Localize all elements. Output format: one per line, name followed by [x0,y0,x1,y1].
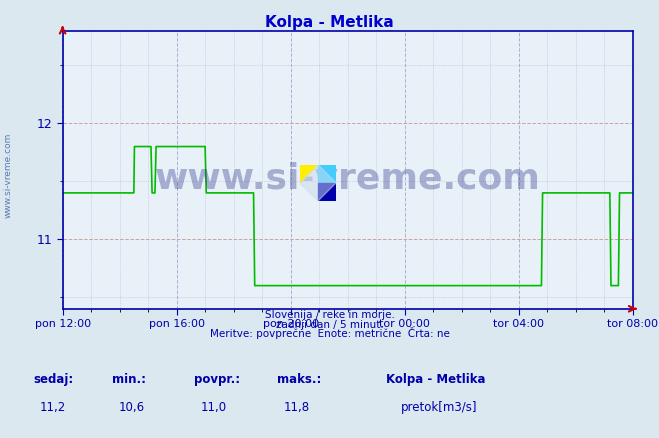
Text: 10,6: 10,6 [119,401,145,414]
Polygon shape [300,165,318,183]
Text: Meritve: povprečne  Enote: metrične  Črta: ne: Meritve: povprečne Enote: metrične Črta:… [210,327,449,339]
Text: Kolpa - Metlika: Kolpa - Metlika [265,15,394,30]
Text: zadnji dan / 5 minut.: zadnji dan / 5 minut. [275,320,384,330]
Text: Slovenija / reke in morje.: Slovenija / reke in morje. [264,311,395,321]
Text: povpr.:: povpr.: [194,373,241,386]
Text: 11,2: 11,2 [40,401,66,414]
Polygon shape [318,165,336,183]
Text: 11,0: 11,0 [201,401,227,414]
Text: min.:: min.: [112,373,146,386]
Text: Kolpa - Metlika: Kolpa - Metlika [386,373,485,386]
Polygon shape [318,183,336,201]
Text: sedaj:: sedaj: [33,373,73,386]
Text: www.si-vreme.com: www.si-vreme.com [4,133,13,218]
Text: pretok[m3/s]: pretok[m3/s] [401,401,477,414]
Polygon shape [300,165,336,201]
Text: www.si-vreme.com: www.si-vreme.com [155,161,540,195]
Text: maks.:: maks.: [277,373,321,386]
Text: 11,8: 11,8 [283,401,310,414]
